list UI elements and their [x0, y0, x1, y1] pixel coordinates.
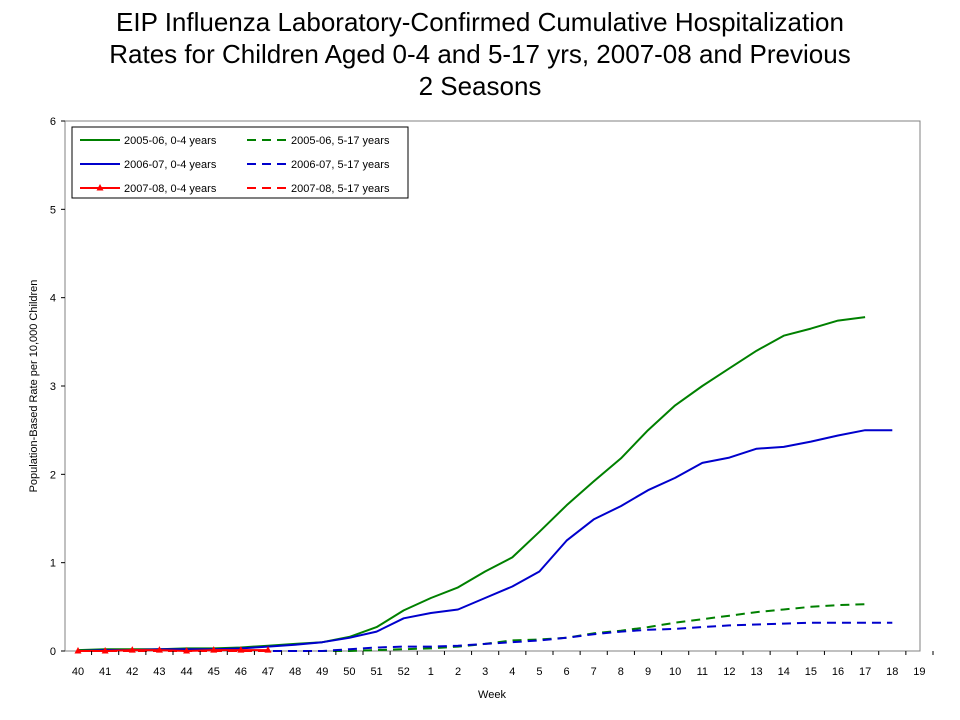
x-tick-label: 18 — [886, 666, 898, 678]
legend-label: 2005-06, 5-17 years — [291, 135, 390, 147]
x-tick-label: 19 — [913, 666, 925, 678]
x-tick-label: 49 — [316, 666, 328, 678]
x-tick-label: 5 — [536, 666, 542, 678]
legend-marker — [96, 184, 104, 191]
y-tick-label: 6 — [50, 116, 56, 128]
x-tick-label: 1 — [428, 666, 434, 678]
x-tick-label: 40 — [72, 666, 84, 678]
x-tick-label: 41 — [99, 666, 111, 678]
legend-label: 2006-07, 0-4 years — [124, 159, 217, 171]
y-tick-label: 4 — [50, 293, 56, 305]
legend-box — [71, 126, 409, 199]
x-tick-label: 45 — [208, 666, 220, 678]
chart-title-line-3: 2 Seasons — [418, 71, 542, 101]
x-tick-label: 8 — [618, 666, 624, 678]
legend-items: 2005-06, 0-4 years 2005-06, 5-17 years 200… — [80, 135, 390, 195]
x-tick-label: 13 — [750, 666, 762, 678]
x-tick-label: 6 — [564, 666, 570, 678]
x-tick-label: 9 — [645, 666, 651, 678]
x-axis-label: Week — [478, 689, 506, 701]
x-tick-label: 2 — [455, 666, 461, 678]
chart-title-line-1: EIP Influenza Laboratory-Confirmed Cumul… — [116, 7, 844, 37]
x-tick-label: 16 — [832, 666, 844, 678]
legend-label: 2006-07, 5-17 years — [291, 159, 390, 171]
x-tick-label: 17 — [859, 666, 871, 678]
x-tick-label: 50 — [343, 666, 355, 678]
x-tick-label: 46 — [235, 666, 247, 678]
x-tick-label: 12 — [723, 666, 735, 678]
x-tick-label: 11 — [697, 666, 708, 678]
y-tick-label: 0 — [50, 646, 56, 658]
x-tick-label: 43 — [153, 666, 165, 678]
x-tick-label: 10 — [669, 666, 681, 678]
series-marker — [101, 647, 109, 654]
x-tick-label: 7 — [591, 666, 597, 678]
x-tick-label: 51 — [370, 666, 382, 678]
legend-label: 2007-08, 0-4 years — [124, 183, 217, 195]
series-marker — [237, 646, 245, 653]
x-tick-label: 48 — [289, 666, 301, 678]
x-tick-label: 47 — [262, 666, 274, 678]
x-tick-label: 44 — [180, 666, 192, 678]
y-tick-label: 1 — [50, 558, 56, 570]
chart-title: EIP Influenza Laboratory-Confirmed Cumul… — [0, 6, 960, 102]
x-tick-label: 52 — [398, 666, 410, 678]
legend: 2005-06, 0-4 years 2005-06, 5-17 years 200… — [71, 126, 409, 199]
chart-title-line-2: Rates for Children Aged 0-4 and 5-17 yrs… — [109, 39, 851, 69]
y-tick-label: 2 — [50, 469, 56, 481]
legend-label: 2005-06, 0-4 years — [124, 135, 217, 147]
y-tick-label: 3 — [50, 381, 56, 393]
legend-label: 2007-08, 5-17 years — [291, 183, 390, 195]
x-tick-label: 4 — [509, 666, 515, 678]
x-tick-label: 42 — [126, 666, 138, 678]
x-tick-label: 15 — [805, 666, 817, 678]
y-tick-label: 5 — [50, 204, 56, 216]
x-tick-label: 14 — [778, 666, 790, 678]
x-tick-label: 3 — [482, 666, 488, 678]
y-axis-label: Population-Based Rate per 10,000 Childre… — [28, 280, 40, 493]
plot-area — [64, 120, 921, 652]
